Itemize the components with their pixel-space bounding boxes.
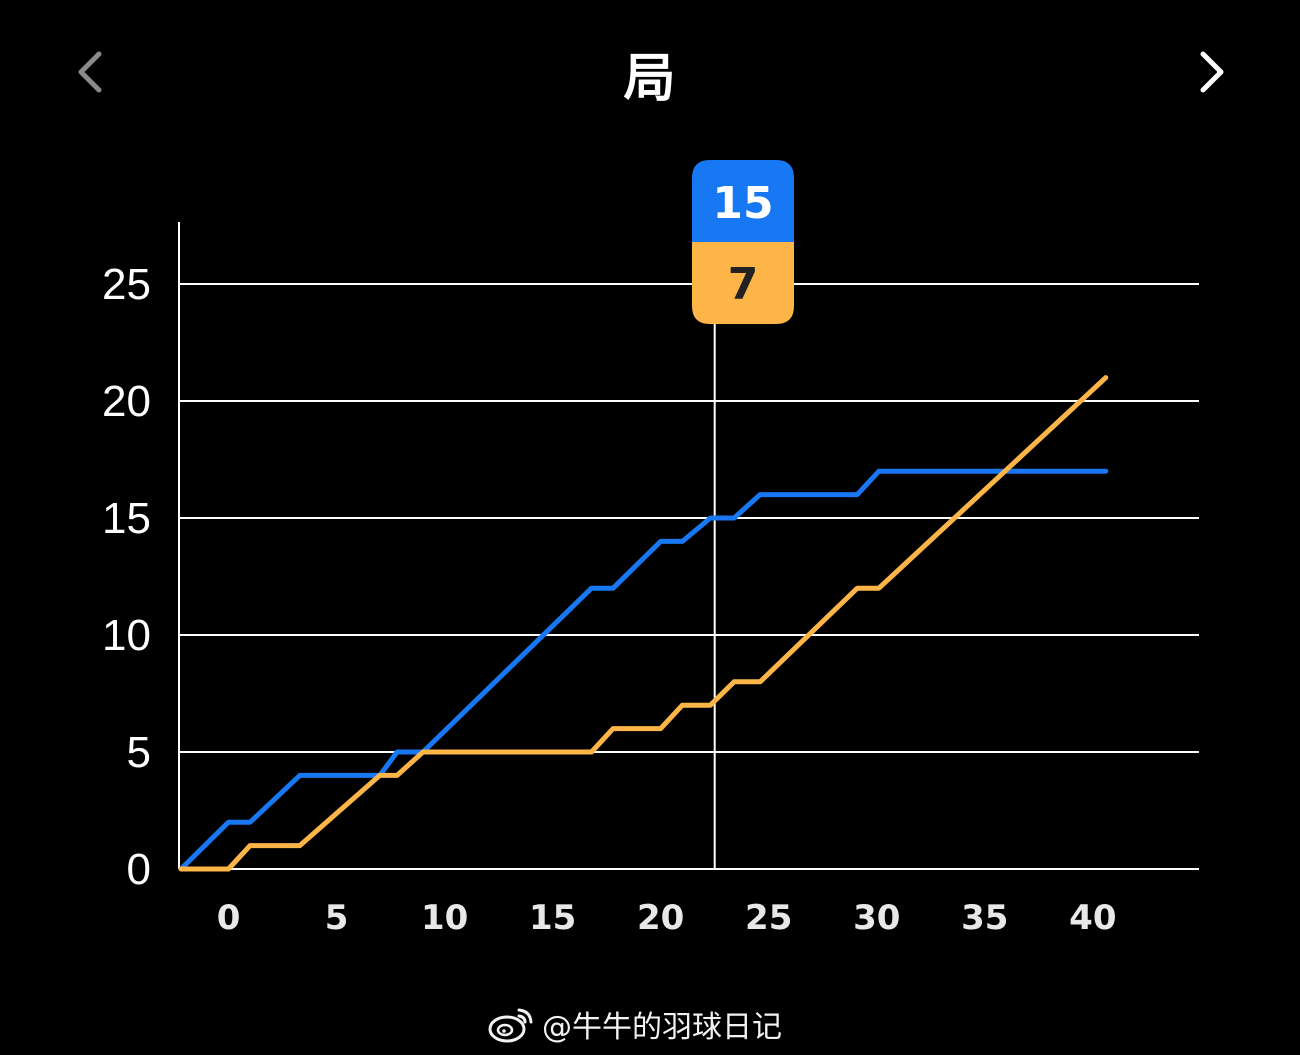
y-tick-label-10: 10	[102, 611, 151, 660]
previous-button[interactable]	[60, 42, 120, 102]
x-tick-label-10: 10	[421, 898, 468, 938]
y-tick-label-0: 0	[127, 845, 151, 894]
chevron-left-icon	[78, 51, 102, 93]
x-tick-label-30: 30	[853, 898, 900, 938]
x-tick-label-20: 20	[637, 898, 684, 938]
x-axis-ticks: 0 5 10 15 20 25 30 35 40	[217, 898, 1117, 938]
x-tick-label-15: 15	[529, 898, 576, 938]
page-title: 局	[623, 49, 677, 109]
tooltip-bottom-box	[692, 242, 794, 324]
y-tick-label-20: 20	[102, 377, 151, 426]
x-tick-label-35: 35	[961, 898, 1008, 938]
x-tick-label-25: 25	[745, 898, 792, 938]
y-axis-ticks: 0 5 10 15 20 25	[102, 260, 151, 894]
tooltip-top-value: 15	[712, 178, 773, 229]
chevron-right-icon	[1200, 51, 1224, 93]
y-tick-label-5: 5	[127, 728, 151, 777]
grid-lines	[179, 283, 1199, 870]
tooltip-top-box	[692, 160, 794, 242]
score-progress-chart[interactable]: 0 5 10 15 20 25 0 5 10 15 20 25 30 35 40 15 7	[0, 0, 1300, 1000]
watermark-text: @牛牛的羽球日记	[542, 1010, 782, 1045]
series-lines	[178, 375, 1109, 872]
series-line-2	[178, 375, 1109, 872]
series-line-1	[178, 468, 1109, 872]
score-tooltip: 15 7	[692, 160, 794, 324]
y-tick-label-15: 15	[102, 494, 151, 543]
y-tick-label-25: 25	[102, 260, 151, 309]
x-tick-label-0: 0	[217, 898, 241, 938]
x-tick-label-5: 5	[325, 898, 349, 938]
next-button[interactable]	[1182, 42, 1242, 102]
watermark: @牛牛的羽球日记	[488, 1002, 782, 1046]
tooltip-bottom-value: 7	[728, 259, 759, 310]
x-tick-label-40: 40	[1069, 898, 1116, 938]
weibo-icon	[488, 1008, 533, 1043]
